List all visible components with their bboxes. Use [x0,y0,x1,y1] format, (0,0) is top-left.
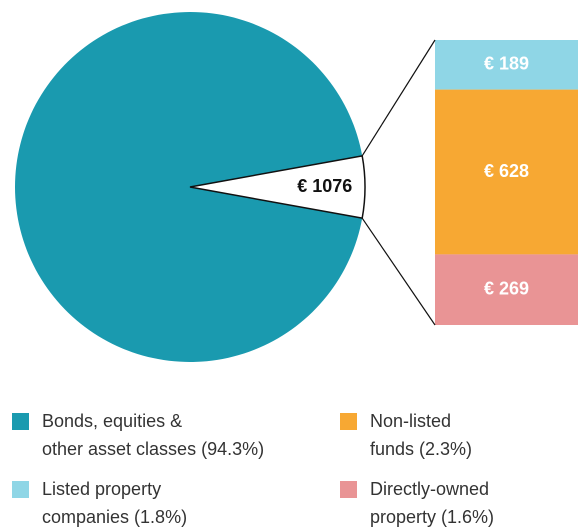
bar-label: € 269 [484,278,529,298]
connector [361,217,436,326]
connector [361,39,436,157]
legend-swatch [340,413,357,430]
pie-slice [189,154,366,220]
legend-label: Directly-owned property (1.6%) [370,479,495,527]
legend-swatch [340,481,357,498]
pie-slice [15,11,363,362]
legend-swatch [12,481,29,498]
bar-segment [435,89,578,255]
legend-label: Listed property companies (1.8%) [42,479,188,527]
legend-label: Bonds, equities & other asset classes (9… [42,411,265,459]
bar-label: € 628 [484,161,529,181]
legend-label: Non-listed funds (2.3%) [370,411,473,459]
legend-swatch [12,413,29,430]
bar-segment [435,40,578,90]
pie-label: € 1076 [297,176,352,196]
bar-segment [435,254,578,325]
chart: € 1076 € 189 € 628 € 269 [15,11,578,362]
bar-label: € 189 [484,54,529,74]
